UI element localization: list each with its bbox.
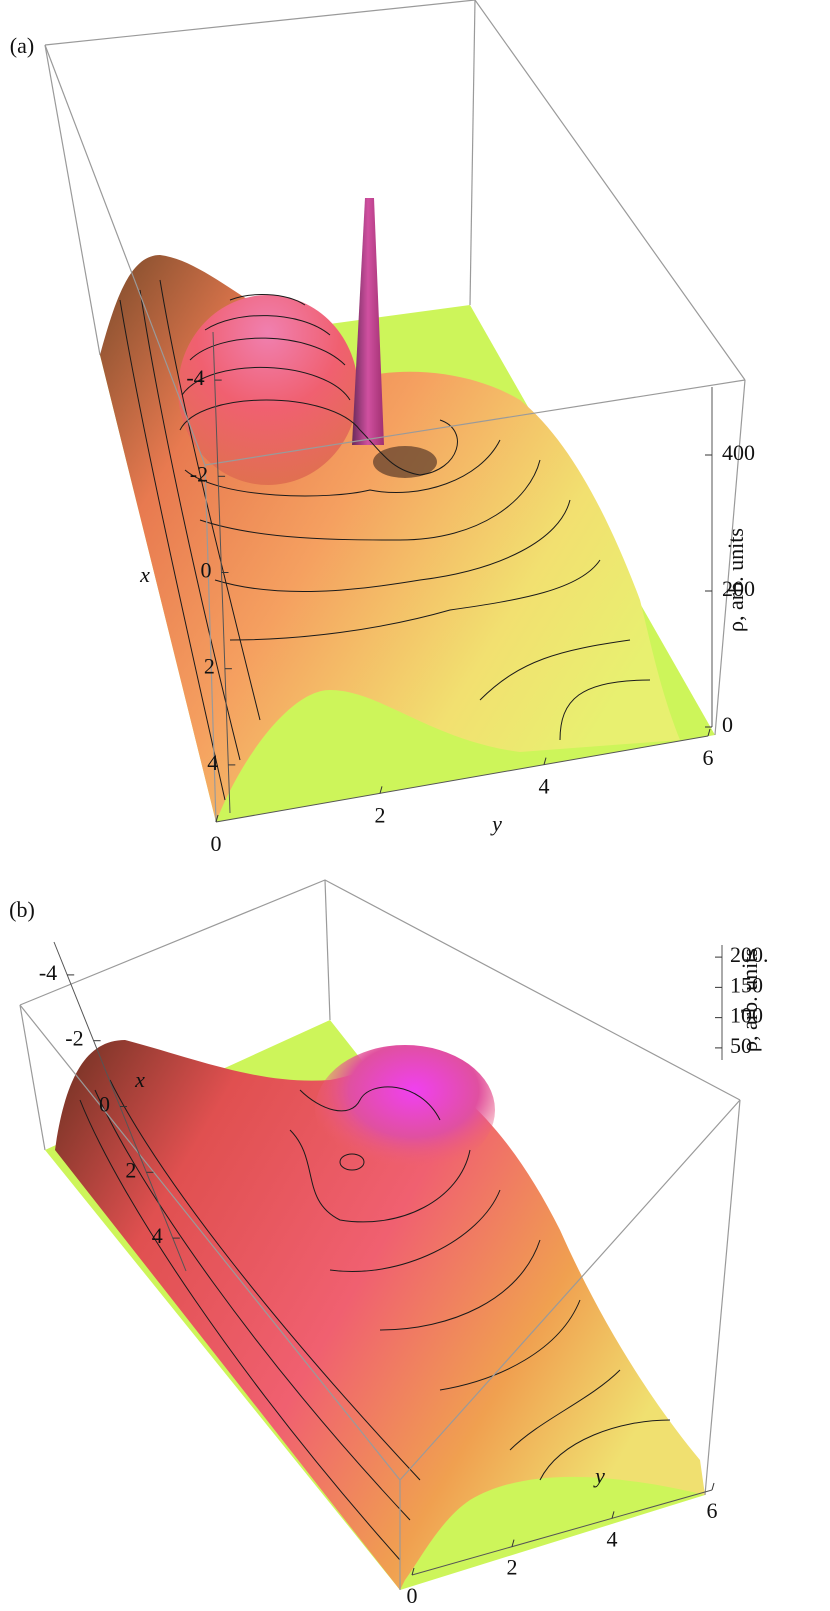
y-axis-line bbox=[215, 735, 709, 823]
surface-peak bbox=[178, 295, 358, 485]
contours bbox=[119, 279, 651, 801]
contours bbox=[79, 1079, 671, 1561]
y-tick-label: 0 bbox=[407, 1583, 418, 1608]
box-edge bbox=[44, 0, 746, 381]
surface-peak bbox=[315, 1045, 495, 1175]
y-tick-label: 2 bbox=[375, 802, 386, 827]
x-tick-label: -4 bbox=[186, 365, 204, 390]
y-axis-line bbox=[411, 1489, 713, 1576]
z-tick-label: 100 bbox=[730, 1003, 763, 1028]
box-edge bbox=[469, 0, 476, 306]
surface bbox=[55, 1040, 705, 1590]
x-tick-label: -4 bbox=[39, 960, 57, 985]
y-tick bbox=[711, 1482, 715, 1491]
panel-label: (a) bbox=[10, 33, 34, 58]
z-tick-label: 200. bbox=[730, 942, 769, 967]
y-tick bbox=[379, 786, 383, 794]
y-tick-label: 4 bbox=[607, 1526, 618, 1551]
z-tick-label: 0 bbox=[722, 712, 733, 737]
x-tick-label: 0 bbox=[99, 1092, 110, 1117]
box-edge bbox=[44, 44, 206, 466]
z-tick-label: 200 bbox=[722, 576, 755, 601]
z-tick-label: 50 bbox=[730, 1033, 752, 1058]
surface-spike bbox=[352, 198, 384, 445]
y-tick bbox=[707, 728, 711, 737]
panel-label: (b) bbox=[9, 897, 35, 922]
surface-dip bbox=[373, 446, 437, 478]
box-edge bbox=[714, 379, 746, 736]
y-tick-label: 0 bbox=[211, 831, 222, 856]
x-tick-label: -2 bbox=[190, 461, 208, 486]
box-edge bbox=[19, 1004, 401, 1481]
box-edge bbox=[19, 1004, 46, 1151]
x-tick-label: -2 bbox=[65, 1026, 83, 1051]
box-edge bbox=[399, 1099, 741, 1481]
box-edge bbox=[704, 1099, 741, 1496]
x-tick-label: 2 bbox=[204, 654, 215, 679]
x-tick-label: 0 bbox=[201, 558, 212, 583]
z-axis-label: ρ, arb. units bbox=[723, 528, 748, 632]
box-edge bbox=[44, 44, 101, 356]
panel-a bbox=[44, 0, 746, 823]
y-tick bbox=[543, 757, 547, 765]
z-axis-label: ρ, arb. units bbox=[737, 948, 762, 1052]
y-tick-label: 4 bbox=[539, 774, 550, 799]
panel-b bbox=[19, 879, 741, 1590]
x-axis-label: x bbox=[139, 562, 150, 587]
panel-axes: (b) -4 -2 0 2 4 0 2 4 6 50 100 150 200. x y ρ, arb. unit… bbox=[9, 897, 768, 1608]
box-edge bbox=[324, 879, 331, 1021]
y-axis-label: y bbox=[593, 1463, 605, 1488]
box-edge bbox=[204, 464, 217, 823]
y-tick bbox=[611, 1511, 615, 1519]
x-tick-label: 4 bbox=[152, 1223, 163, 1248]
z-tick-label: 400 bbox=[722, 440, 755, 465]
x-tick-label: 4 bbox=[207, 750, 218, 775]
y-tick bbox=[215, 814, 219, 823]
y-tick-label: 6 bbox=[707, 1498, 718, 1523]
box-edge bbox=[204, 379, 746, 466]
z-tick-label: 150 bbox=[730, 972, 763, 997]
y-tick bbox=[511, 1539, 515, 1547]
y-tick-label: 6 bbox=[703, 745, 714, 770]
y-tick-label: 2 bbox=[507, 1555, 518, 1580]
y-tick bbox=[411, 1567, 415, 1576]
x-tick-label: 2 bbox=[125, 1157, 136, 1182]
y-axis-label: y bbox=[490, 811, 502, 836]
x-axis-label: x bbox=[134, 1067, 145, 1092]
